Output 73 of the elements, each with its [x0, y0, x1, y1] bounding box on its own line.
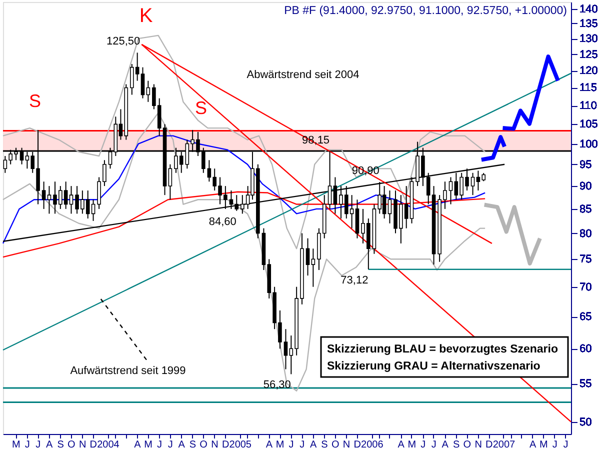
- annotation: 84,60: [208, 216, 236, 228]
- y-tick-label: 55: [580, 378, 592, 390]
- x-tick-label: D: [90, 440, 98, 450]
- annotation: S: [194, 98, 208, 118]
- annotation: K: [139, 5, 154, 27]
- y-tick-label: 115: [580, 82, 598, 94]
- x-tick-label: A: [178, 440, 186, 450]
- y-tick-label: 130: [580, 33, 598, 46]
- x-tick-label: D: [354, 440, 361, 450]
- annotation: Skizzierung BLAU = bevorzugtes Szenario: [327, 344, 558, 356]
- x-tick-label: M: [144, 440, 152, 450]
- x-tick-label: S: [321, 440, 328, 450]
- annotation: 125,50: [106, 36, 140, 48]
- x-tick-label: J: [156, 440, 162, 450]
- x-tick-label: J: [24, 440, 30, 450]
- annotation: Abwärtstrend seit 2004: [246, 69, 360, 81]
- annotation: Skizzierung GRAU = Alternativszenario: [327, 360, 540, 372]
- x-tick-label: J: [168, 440, 173, 450]
- x-tick-label: N: [342, 440, 350, 450]
- x-tick-label: J: [563, 440, 568, 450]
- x-tick-label: 2005: [229, 440, 252, 450]
- x-tick-label: O: [67, 440, 76, 450]
- annotation: 73,12: [340, 274, 368, 286]
- x-tick-label: A: [310, 440, 317, 450]
- x-tick-label: J: [300, 440, 305, 450]
- x-tick-label: J: [431, 440, 436, 450]
- x-tick-label: D: [486, 440, 493, 450]
- x-tick-label: J: [420, 440, 426, 450]
- x-tick-label: M: [540, 440, 548, 450]
- annotation: Aufwärtstrend seit 1999: [70, 365, 186, 377]
- x-tick-label: A: [134, 440, 142, 450]
- y-tick-label: 85: [580, 203, 592, 216]
- y-tick-label: 95: [580, 158, 592, 171]
- x-tick-label: 2004: [97, 440, 120, 450]
- x-tick-label: J: [36, 440, 41, 450]
- y-tick-label: 140: [580, 3, 598, 16]
- x-tick-label: N: [78, 440, 86, 450]
- y-tick-label: 135: [580, 18, 598, 30]
- x-tick-label: M: [12, 440, 20, 450]
- y-tick-label: 110: [580, 100, 598, 112]
- x-tick-label: A: [442, 440, 449, 450]
- y-tick-label: 80: [580, 228, 592, 240]
- y-tick-label: 100: [580, 138, 598, 150]
- x-tick-label: N: [211, 440, 218, 450]
- y-tick-label: 75: [580, 254, 592, 266]
- y-tick-label: 105: [580, 118, 598, 131]
- x-tick-label: D: [222, 440, 230, 450]
- y-tick-label: 125: [580, 48, 598, 61]
- annotation: S: [28, 91, 42, 111]
- x-tick-label: A: [530, 440, 537, 450]
- chart-title: PB #F (91.4000, 92.9750, 91.1000, 92.5750, +1.00000): [284, 5, 568, 17]
- x-tick-label: 2007: [492, 440, 516, 450]
- x-tick-label: S: [452, 440, 460, 450]
- y-tick-label: 50: [580, 416, 592, 428]
- x-tick-label: A: [398, 440, 405, 450]
- x-tick-label: A: [266, 440, 273, 450]
- y-tick-label: 65: [580, 311, 592, 324]
- x-tick-label: S: [57, 440, 64, 450]
- x-tick-label: J: [552, 440, 558, 450]
- y-tick-label: 120: [580, 65, 598, 78]
- x-tick-label: O: [331, 440, 340, 450]
- x-tick-label: M: [408, 440, 416, 450]
- x-tick-label: M: [276, 440, 284, 450]
- x-tick-label: O: [200, 440, 208, 450]
- x-tick-label: A: [46, 440, 54, 450]
- x-tick-label: N: [474, 440, 482, 450]
- y-tick-label: 70: [580, 281, 592, 294]
- x-tick-label: O: [463, 440, 472, 450]
- y-tick-label: 60: [580, 343, 592, 356]
- x-tick-label: J: [288, 440, 294, 450]
- x-tick-label: 2006: [361, 440, 384, 450]
- x-tick-label: S: [189, 440, 196, 450]
- y-tick-label: 90: [580, 180, 592, 193]
